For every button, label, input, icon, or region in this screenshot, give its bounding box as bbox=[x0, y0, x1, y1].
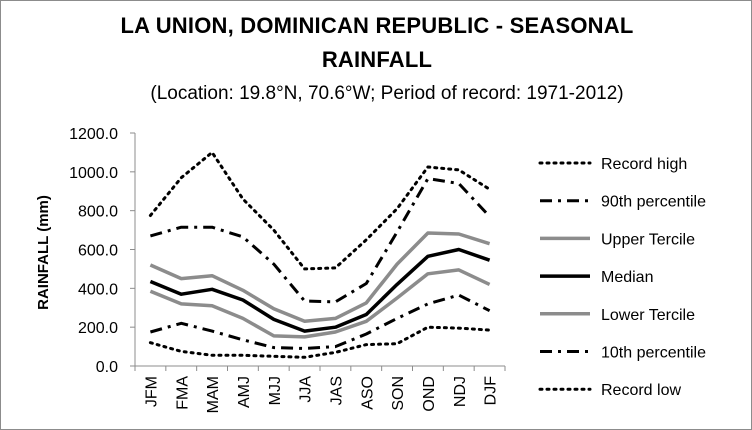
legend: Record high 90th percentile Upper Tercile M… bbox=[538, 156, 706, 399]
series-line-2 bbox=[149, 177, 491, 304]
x-tick-label: JFM bbox=[143, 376, 160, 407]
x-tick-label: MAM bbox=[205, 376, 222, 413]
x-tick-label: NDJ bbox=[452, 376, 469, 407]
y-tick-label: 200.0 bbox=[78, 320, 118, 337]
series-line-3 bbox=[149, 231, 491, 324]
x-tick-label: OND bbox=[421, 376, 438, 412]
x-tick-label: JAS bbox=[328, 376, 345, 405]
legend-label-5: Lower Tercile bbox=[601, 307, 695, 324]
chart-subtitle: (Location: 19.8°N, 70.6°W; Period of rec… bbox=[150, 83, 624, 104]
series-line-6 bbox=[149, 293, 491, 350]
y-tick-label: 1200.0 bbox=[69, 126, 118, 143]
x-tick-label: DJF bbox=[483, 376, 500, 406]
series-layer bbox=[148, 150, 492, 359]
legend-label-2: 90th percentile bbox=[601, 194, 706, 211]
chart-title-line1: LA UNION, DOMINICAN REPUBLIC - SEASONAL bbox=[120, 13, 634, 38]
series-line-1 bbox=[148, 150, 492, 271]
y-tick-label: 800.0 bbox=[78, 204, 118, 221]
x-tick-label: SON bbox=[390, 376, 407, 411]
legend-label-7: Record low bbox=[601, 382, 681, 399]
y-tick-label: 1000.0 bbox=[69, 165, 118, 182]
legend-label-3: Upper Tercile bbox=[601, 231, 695, 248]
series-line-7 bbox=[148, 325, 492, 359]
y-tick-label: 400.0 bbox=[78, 281, 118, 298]
legend-label-6: 10th percentile bbox=[601, 345, 706, 362]
y-axis-title: RAINFALL (mm) bbox=[35, 195, 52, 310]
chart-title-line2: RAINFALL bbox=[321, 47, 433, 72]
x-tick-label: JJA bbox=[298, 376, 315, 403]
x-tick-label: FMA bbox=[174, 376, 191, 410]
series-line-4 bbox=[149, 247, 491, 333]
legend-label-1: Record high bbox=[601, 156, 687, 173]
y-tick-label: 0.0 bbox=[96, 359, 118, 376]
x-tick-label: ASO bbox=[359, 376, 376, 410]
x-tick-label: MJJ bbox=[267, 376, 284, 405]
legend-label-4: Median bbox=[601, 269, 653, 286]
series-line-5 bbox=[149, 268, 491, 339]
x-tick-label: AMJ bbox=[236, 376, 253, 408]
y-tick-label: 600.0 bbox=[78, 243, 118, 260]
axes: 0.0 200.0 400.0 600.0 800.0 1000.0 1200.0 JFM FM… bbox=[35, 126, 506, 413]
